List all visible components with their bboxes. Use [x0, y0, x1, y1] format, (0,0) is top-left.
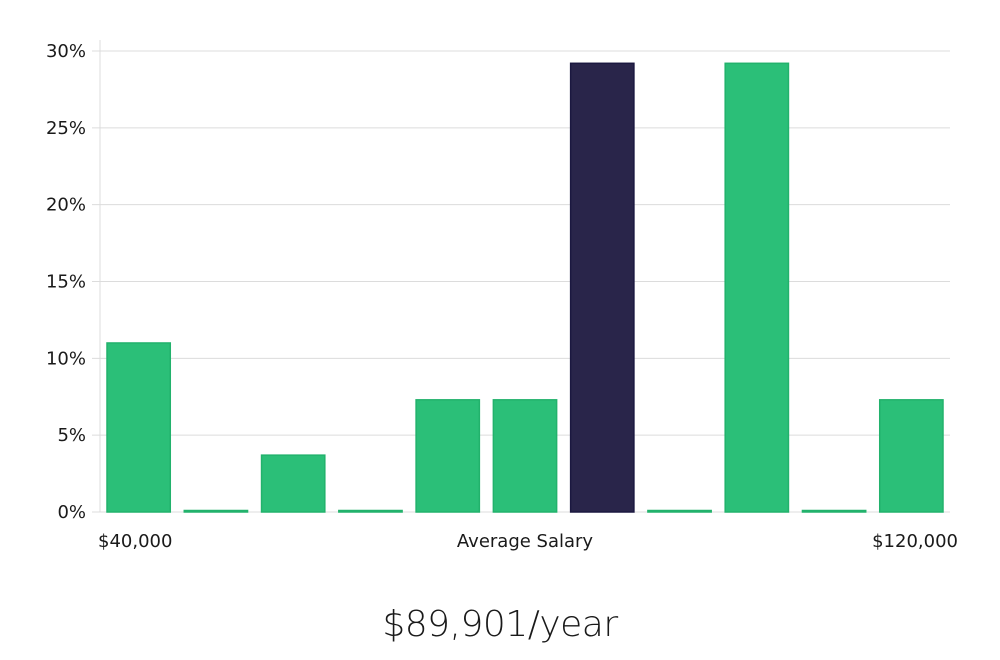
salary-distribution-chart: 0% 5% 10% 15% 20% 25% 30% $40,000 Average Sala… — [46, 40, 958, 552]
bar — [260, 454, 326, 513]
bar-highlighted — [569, 62, 635, 513]
average-salary-value: $89,901/year — [382, 604, 618, 645]
x-axis-center-label: Average Salary — [457, 531, 594, 552]
y-axis-ticks: 0% 5% 10% 15% 20% 25% 30% — [46, 41, 86, 523]
x-axis-min-label: $40,000 — [98, 531, 172, 552]
y-tick-label: 5% — [57, 425, 86, 446]
bar — [492, 399, 558, 513]
y-tick-label: 15% — [46, 272, 86, 293]
bar — [724, 62, 790, 513]
x-axis-max-label: $120,000 — [872, 531, 958, 552]
bar — [183, 509, 249, 513]
y-tick-label: 10% — [46, 348, 86, 369]
bar — [647, 509, 712, 513]
y-tick-label: 25% — [46, 118, 86, 139]
bar — [415, 399, 481, 513]
y-tick-label: 30% — [46, 41, 86, 62]
bar — [338, 509, 403, 513]
bar — [801, 509, 867, 513]
bars — [106, 62, 944, 513]
bar — [106, 342, 172, 513]
y-tick-label: 0% — [57, 502, 86, 523]
grid-lines — [92, 50, 950, 513]
y-tick-label: 20% — [46, 195, 86, 216]
bar — [878, 399, 944, 513]
